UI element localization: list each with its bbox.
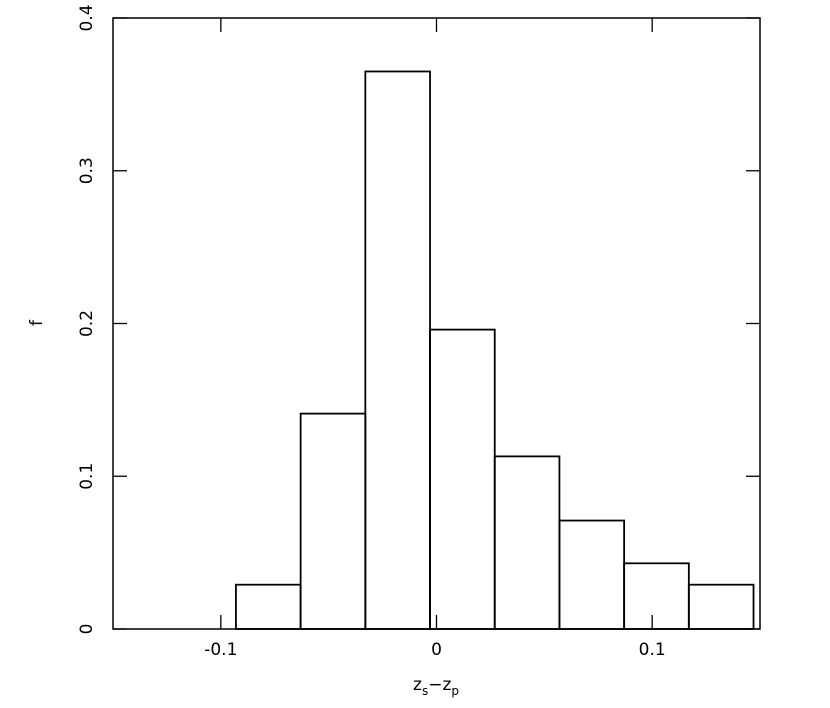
y-tick-label: 0.1 — [77, 463, 97, 490]
x-label-part: −z — [428, 675, 451, 695]
bar — [299, 412, 367, 630]
y-tick-label: 0.2 — [77, 310, 97, 337]
bar — [364, 70, 431, 630]
y-tick-label: 0.4 — [77, 4, 97, 31]
bar — [493, 455, 561, 630]
x-label-sub: p — [451, 684, 459, 698]
bar — [558, 519, 626, 630]
bar — [623, 562, 690, 630]
bar — [429, 328, 496, 630]
y-tick-label: 0 — [77, 624, 97, 635]
x-label-part: z — [413, 675, 422, 695]
y-tick-label: 0.3 — [77, 157, 97, 184]
x-label-sub: s — [422, 684, 428, 698]
x-tick-label: 0.1 — [639, 640, 666, 660]
bar — [235, 583, 302, 630]
bar — [687, 583, 755, 630]
plot-frame — [112, 17, 761, 630]
x-axis-label: zs−zp — [413, 675, 459, 698]
y-axis-label: f — [27, 319, 47, 326]
x-tick-label: -0.1 — [204, 640, 237, 660]
x-tick-label: 0 — [431, 640, 442, 660]
